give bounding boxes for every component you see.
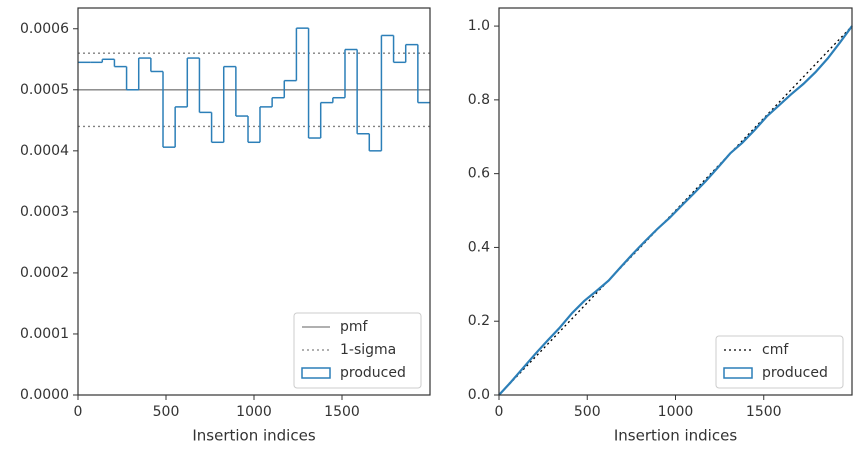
x-tick-label: 1500: [324, 404, 360, 420]
legend-patch: [723, 367, 753, 379]
y-tick-label: 0.0004: [20, 143, 69, 159]
y-tick-label: 1.0: [468, 18, 490, 34]
axes-frame: [77, 7, 431, 396]
legend-label: cmf: [762, 342, 789, 358]
x-axis-label: Insertion indices: [614, 427, 737, 445]
x-tick-label: 1500: [746, 404, 782, 420]
x-tick-label: 500: [153, 404, 180, 420]
y-tick-label: 0.2: [468, 313, 490, 329]
y-tick-label: 0.0002: [20, 265, 69, 281]
legend-label: pmf: [340, 319, 369, 335]
x-axis-label: Insertion indices: [192, 427, 315, 445]
y-tick-label: 0.0000: [20, 387, 69, 403]
legend-box: [293, 312, 422, 389]
legend-label: produced: [340, 365, 406, 381]
axes-frame: [498, 7, 853, 396]
y-tick-label: 0.0: [468, 387, 490, 403]
legend-label: produced: [762, 365, 828, 381]
y-tick-label: 0.0006: [20, 21, 69, 37]
x-tick-label: 0: [495, 404, 504, 420]
y-tick-label: 0.0001: [20, 326, 69, 342]
legend-box: [715, 335, 844, 389]
x-tick-label: 1000: [236, 404, 272, 420]
x-tick-label: 500: [574, 404, 601, 420]
y-tick-label: 0.0005: [20, 82, 69, 98]
series-line: [498, 25, 853, 396]
x-tick-label: 0: [74, 404, 83, 420]
legend-patch: [301, 367, 331, 379]
y-tick-label: 0.0003: [20, 204, 69, 220]
y-tick-label: 0.8: [468, 92, 490, 108]
legend-label: 1-sigma: [340, 342, 396, 358]
y-tick-label: 0.4: [468, 239, 490, 255]
y-tick-label: 0.6: [468, 166, 490, 182]
x-tick-label: 1000: [658, 404, 694, 420]
